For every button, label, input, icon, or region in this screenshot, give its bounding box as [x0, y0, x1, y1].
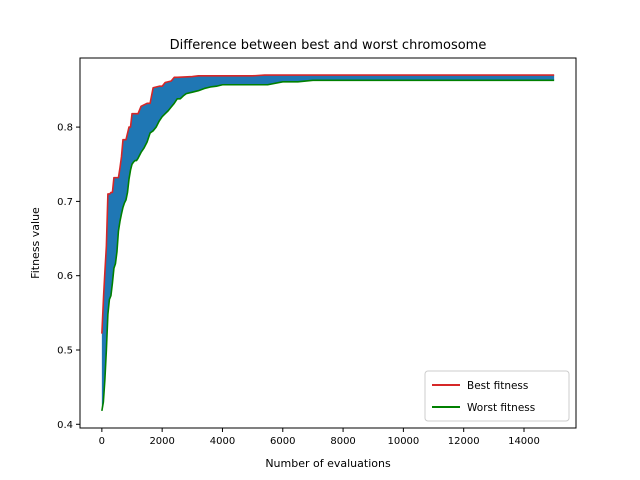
y-axis-ticks: 0.4 0.5 0.6 0.7 0.8 [57, 123, 80, 431]
y-tick-label: 0.4 [57, 420, 73, 431]
x-tick-label: 0 [99, 436, 105, 447]
y-tick-label: 0.7 [57, 197, 73, 208]
legend-box [424, 370, 570, 422]
legend-label-best-fitness: Best fitness [467, 380, 528, 392]
y-axis-label: Fitness value [29, 207, 42, 279]
x-tick-label: 4000 [210, 436, 235, 447]
y-tick-label: 0.8 [57, 123, 73, 134]
y-tick-label: 0.5 [57, 345, 73, 356]
chart-title: Difference between best and worst chromo… [170, 38, 487, 53]
x-tick-label: 12000 [448, 436, 480, 447]
y-tick-label: 0.6 [57, 271, 73, 282]
series-line-worst-fitness [101, 79, 555, 412]
series-lines-layer [101, 74, 555, 412]
x-tick-label: 6000 [270, 436, 295, 447]
fill-between-layer [101, 75, 555, 411]
legend-label-worst-fitness: Worst fitness [467, 402, 535, 414]
fill-between-area [101, 75, 555, 411]
x-tick-label: 14000 [508, 436, 540, 447]
x-tick-label: 8000 [330, 436, 355, 447]
x-axis-label: Number of evaluations [265, 457, 391, 470]
plot-frame [79, 57, 577, 429]
x-tick-label: 2000 [149, 436, 174, 447]
x-axis-ticks: 0 2000 4000 6000 8000 10000 12000 14000 [99, 428, 540, 447]
x-tick-label: 10000 [387, 436, 419, 447]
legend: Best fitness Worst fitness [424, 370, 570, 422]
series-line-best-fitness [101, 74, 555, 334]
